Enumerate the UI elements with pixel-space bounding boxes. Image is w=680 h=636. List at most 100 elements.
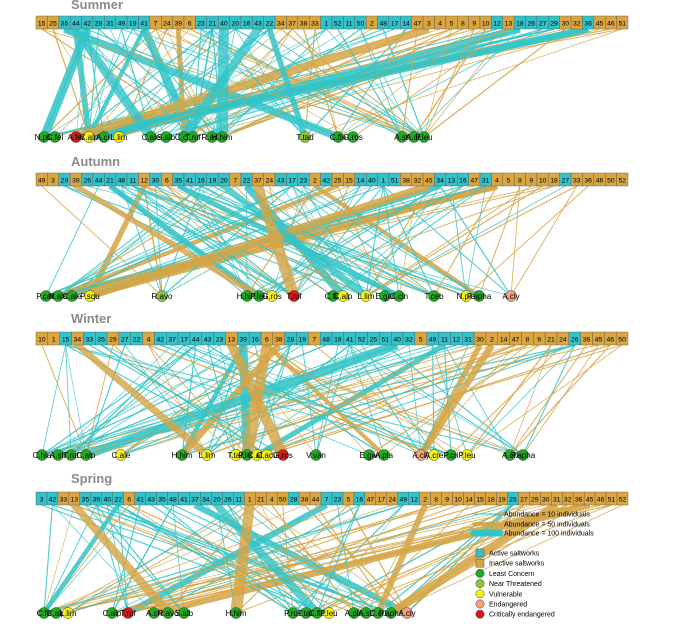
species-label: L.lim bbox=[199, 451, 216, 460]
species-node-least-concern bbox=[50, 607, 62, 619]
link-line bbox=[365, 504, 426, 614]
link-line bbox=[443, 344, 452, 456]
species-node-least-concern bbox=[504, 449, 516, 461]
saltwork-id: 15 bbox=[38, 21, 46, 28]
species-node-critically-endangered bbox=[277, 449, 289, 461]
species-node-least-concern bbox=[360, 607, 372, 619]
link-line bbox=[57, 185, 202, 297]
species-label: C.alp bbox=[334, 292, 353, 301]
link-line bbox=[282, 504, 294, 614]
saltwork-id: 44 bbox=[72, 21, 80, 28]
link-line bbox=[423, 28, 452, 138]
saltwork-id: 44 bbox=[192, 337, 200, 344]
link-line bbox=[117, 504, 294, 614]
link-line bbox=[256, 344, 623, 456]
saltwork-id: 44 bbox=[312, 497, 320, 504]
saltwork-id: 4 bbox=[270, 497, 274, 504]
saltwork-id: 27 bbox=[121, 337, 129, 344]
saltwork-id: 35 bbox=[175, 178, 183, 185]
species-node-least-concern bbox=[49, 131, 61, 143]
species-node-least-concern bbox=[106, 607, 118, 619]
link-line bbox=[65, 344, 72, 456]
saltwork-id: 20 bbox=[213, 497, 221, 504]
saltwork-id: 30 bbox=[562, 21, 570, 28]
saltwork-id: 9 bbox=[537, 337, 541, 344]
species-node-least-concern bbox=[216, 131, 228, 143]
saltwork-id: 34 bbox=[202, 497, 210, 504]
saltwork-id: 46 bbox=[596, 178, 604, 185]
species-label: R.avo bbox=[158, 609, 179, 618]
saltwork-id: 23 bbox=[300, 178, 308, 185]
saltwork-id: 39 bbox=[239, 337, 247, 344]
saltwork-cell bbox=[616, 172, 629, 187]
saltwork-id: 16 bbox=[459, 178, 467, 185]
link-line bbox=[41, 344, 197, 456]
links bbox=[41, 182, 589, 300]
saltwork-id: 1 bbox=[381, 178, 385, 185]
species-label: T.ruf bbox=[120, 609, 136, 618]
saltworks-strip: 15 25 35 44 42 28 31 49 19 41 7 24 39 6 23 21 40 20 16 43 22… bbox=[35, 15, 629, 30]
season-title: Winter bbox=[71, 311, 111, 326]
link-line bbox=[420, 344, 469, 456]
saltwork-id: 45 bbox=[595, 337, 603, 344]
saltwork-id: 35 bbox=[97, 337, 105, 344]
link-line bbox=[88, 28, 236, 138]
saltwork-id: 41 bbox=[346, 337, 354, 344]
saltwork-id: 7 bbox=[312, 337, 316, 344]
saltwork-id: 27 bbox=[520, 497, 528, 504]
link-line bbox=[365, 185, 430, 297]
legend-label: Active saltworks bbox=[489, 551, 540, 558]
link-line bbox=[444, 344, 511, 456]
link-line bbox=[256, 344, 292, 456]
abundance-label: Abundance = 10 individuals bbox=[504, 512, 590, 519]
saltwork-id: 18 bbox=[334, 337, 342, 344]
saltwork-id: 49 bbox=[399, 497, 407, 504]
species-label: A.sti bbox=[358, 609, 374, 618]
legend-swatch-vulnerable bbox=[475, 589, 485, 599]
saltwork-id: 6 bbox=[265, 337, 269, 344]
saltwork-id: 43 bbox=[147, 497, 155, 504]
link-line bbox=[43, 504, 349, 614]
saltwork-id: 22 bbox=[266, 21, 274, 28]
link-line bbox=[401, 28, 418, 138]
link-line bbox=[315, 344, 351, 456]
saltwork-id: 49 bbox=[38, 178, 46, 185]
species-node-least-concern bbox=[253, 290, 265, 302]
species-node-critically-endangered bbox=[288, 290, 300, 302]
species-node-least-concern bbox=[241, 290, 253, 302]
species-label: H.him bbox=[226, 609, 247, 618]
link-line bbox=[337, 28, 403, 138]
link-line bbox=[143, 185, 295, 297]
saltwork-id: 22 bbox=[133, 337, 141, 344]
link-line bbox=[150, 504, 318, 614]
species-label: S.alb bbox=[157, 133, 176, 142]
saltwork-id: 32 bbox=[414, 178, 422, 185]
saltwork-id: 41 bbox=[140, 21, 148, 28]
species-node-least-concern bbox=[230, 607, 242, 619]
species-label: L.lim bbox=[358, 292, 375, 301]
species-node-least-concern bbox=[52, 290, 64, 302]
species-label: P.leu bbox=[415, 133, 432, 142]
link-line bbox=[88, 182, 430, 300]
saltwork-id: 11 bbox=[129, 178, 136, 185]
saltwork-id: 38 bbox=[402, 178, 410, 185]
species-node-vulnerable bbox=[360, 290, 372, 302]
link-line bbox=[235, 504, 349, 614]
link-line bbox=[183, 344, 237, 456]
saltwork-id: 28 bbox=[95, 21, 103, 28]
saltwork-id: 39 bbox=[175, 21, 183, 28]
link-line bbox=[365, 185, 578, 297]
heavy-link bbox=[178, 29, 263, 137]
species-node-vulnerable bbox=[62, 607, 74, 619]
saltwork-cell bbox=[615, 331, 629, 346]
species-label: H.him bbox=[212, 133, 233, 142]
saltwork-id: 13 bbox=[71, 497, 79, 504]
species-label: A.str bbox=[50, 451, 67, 460]
saltwork-id: 15 bbox=[345, 178, 353, 185]
species-label: P.leu bbox=[238, 451, 255, 460]
species-node-least-concern bbox=[379, 290, 391, 302]
saltwork-id: 38 bbox=[301, 497, 309, 504]
species-node-least-concern bbox=[311, 607, 323, 619]
